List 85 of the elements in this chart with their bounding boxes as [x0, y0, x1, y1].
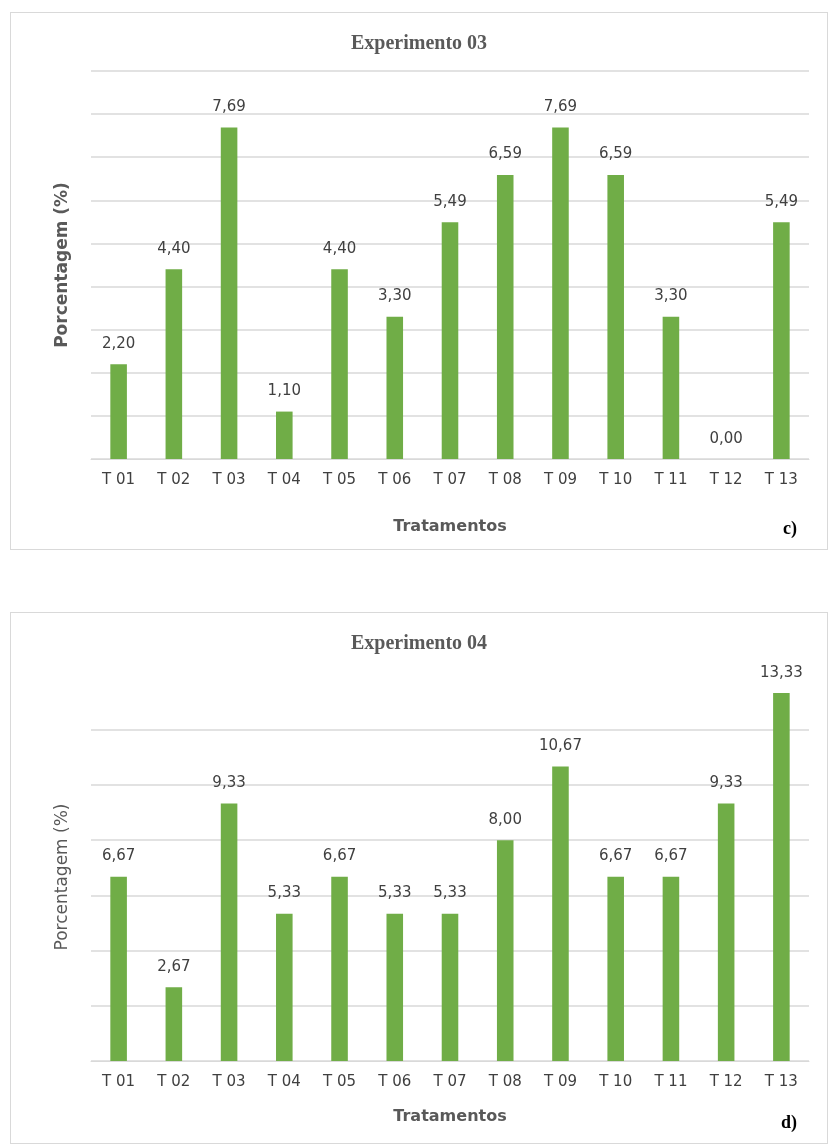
- text: d): [781, 1112, 798, 1133]
- bar: [552, 127, 569, 459]
- bar: [552, 766, 569, 1061]
- data-label: 5,33: [378, 883, 412, 902]
- data-label: 5,49: [764, 191, 799, 210]
- bar: [773, 693, 790, 1061]
- x-tick-label: T 07: [432, 469, 467, 488]
- x-tick-label: T 02: [156, 469, 191, 488]
- x-tick-label: T 01: [101, 1071, 136, 1090]
- x-tick-label: T 04: [266, 1071, 301, 1090]
- bar: [662, 316, 680, 459]
- text: c): [783, 518, 798, 539]
- data-label: 6,59: [488, 144, 522, 163]
- bar: [276, 411, 293, 459]
- data-label: 4,40: [157, 238, 191, 257]
- bar: [220, 127, 238, 459]
- data-label: 10,67: [538, 735, 582, 754]
- bar: [386, 913, 404, 1061]
- y-axis-title: Porcentagem (%): [50, 182, 71, 348]
- bar: [110, 364, 127, 459]
- x-tick-label: T 13: [763, 469, 798, 488]
- y-axis-title: Porcentagem (%): [50, 803, 71, 951]
- x-tick-label: T 03: [211, 469, 246, 488]
- x-tick-label: T 07: [432, 1071, 467, 1090]
- bar: [496, 174, 514, 459]
- data-label: 5,33: [267, 883, 302, 902]
- data-label: 9,33: [709, 772, 743, 791]
- x-tick-label: T 12: [708, 469, 743, 488]
- data-label: 6,67: [654, 846, 688, 865]
- x-tick-label: T 09: [542, 1071, 577, 1090]
- chart-title: Experimento 04: [350, 631, 488, 654]
- data-label: 6,67: [598, 846, 633, 865]
- x-tick-label: T 02: [156, 1071, 191, 1090]
- x-tick-label: T 06: [377, 469, 412, 488]
- x-axis-title: Tratamentos: [393, 1105, 507, 1125]
- data-label: 5,49: [433, 191, 467, 210]
- x-tick-label: T 08: [487, 1071, 522, 1090]
- bar: [386, 316, 404, 459]
- data-label: 5,33: [433, 883, 467, 902]
- x-tick-label: T 10: [598, 1071, 633, 1090]
- bar: [165, 987, 183, 1061]
- bar: [165, 269, 183, 459]
- bar: [441, 913, 459, 1061]
- x-tick-label: T 08: [487, 469, 522, 488]
- bar: [331, 269, 348, 459]
- data-label: 2,67: [157, 956, 191, 975]
- bar: [276, 913, 293, 1061]
- data-label: 7,69: [212, 96, 246, 115]
- x-tick-label: T 11: [653, 1071, 688, 1090]
- x-tick-label: T 06: [377, 1071, 412, 1090]
- data-label: 1,10: [267, 381, 302, 400]
- data-label: 3,30: [378, 286, 412, 305]
- bar: [441, 222, 459, 459]
- chart-title: Experimento 03: [350, 31, 488, 54]
- bar: [607, 174, 624, 459]
- bar: [110, 876, 127, 1061]
- x-tick-label: T 13: [763, 1071, 798, 1090]
- x-tick-label: T 10: [598, 469, 633, 488]
- data-label: 13,33: [759, 662, 803, 681]
- x-tick-label: T 12: [708, 1071, 743, 1090]
- bar: [773, 222, 790, 459]
- bar: [662, 876, 680, 1061]
- x-tick-label: T 03: [211, 1071, 246, 1090]
- x-tick-label: T 05: [322, 1071, 357, 1090]
- x-tick-label: T 04: [266, 469, 301, 488]
- bar: [220, 803, 238, 1061]
- data-label: 4,40: [322, 238, 357, 257]
- x-axis-title: Tratamentos: [393, 515, 507, 535]
- data-label: 3,30: [654, 286, 688, 305]
- data-label: 7,69: [543, 96, 578, 115]
- x-tick-label: T 11: [653, 469, 688, 488]
- data-label: 6,67: [322, 846, 357, 865]
- bar: [496, 840, 514, 1061]
- x-tick-label: T 01: [101, 469, 136, 488]
- bar: [607, 876, 624, 1061]
- bar: [717, 803, 735, 1061]
- data-label: 6,59: [598, 144, 633, 163]
- x-tick-label: T 05: [322, 469, 357, 488]
- data-label: 0,00: [709, 428, 743, 447]
- data-label: 9,33: [212, 772, 246, 791]
- data-label: 2,20: [101, 333, 136, 352]
- bar: [331, 876, 348, 1061]
- data-label: 6,67: [101, 846, 136, 865]
- data-label: 8,00: [488, 809, 522, 828]
- x-tick-label: T 09: [542, 469, 577, 488]
